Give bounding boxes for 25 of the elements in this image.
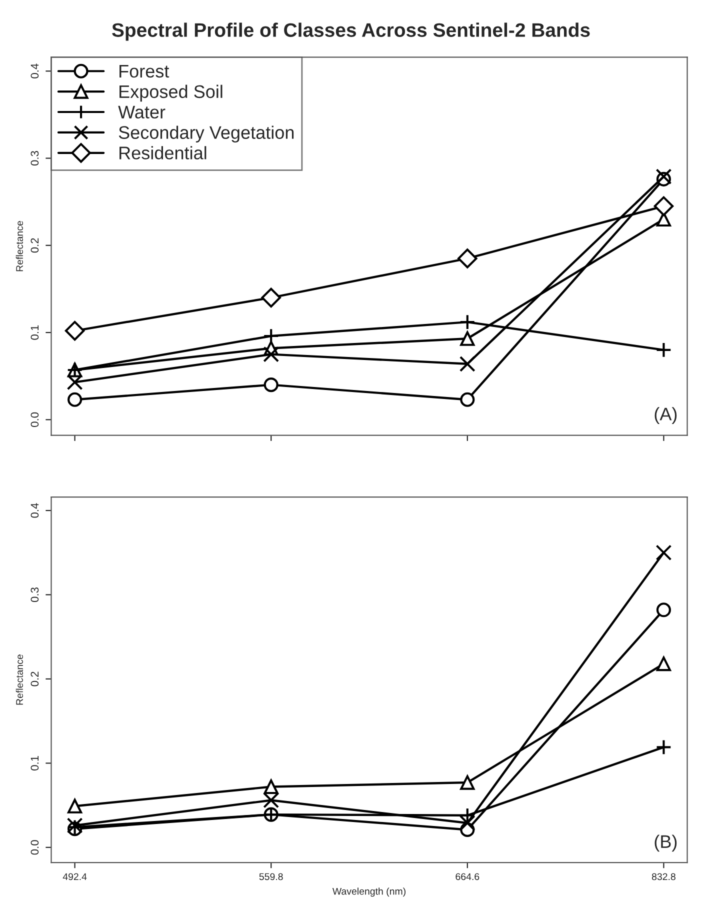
y-axis-title: Reflectance bbox=[16, 654, 23, 705]
y-tick-label: 0.4 bbox=[30, 503, 39, 518]
legend-label: Forest bbox=[120, 65, 170, 78]
y-tick-label: 0.0 bbox=[30, 412, 39, 427]
y-tick-label: 0.1 bbox=[30, 325, 39, 340]
legend-label: Water bbox=[118, 106, 166, 119]
x-axis-title: Wavelength (nm) bbox=[332, 888, 406, 897]
x-tick-label: 492.4 bbox=[62, 873, 87, 880]
legend-label: Secondary Vegetation bbox=[118, 126, 294, 143]
x-tick-label: 559.8 bbox=[259, 873, 283, 880]
y-tick-label: 0.3 bbox=[30, 150, 39, 166]
annotation: (B) bbox=[654, 834, 677, 852]
x-tick-label: 664.6 bbox=[456, 873, 480, 880]
legend-label: Exposed Soil bbox=[120, 84, 222, 102]
y-tick-label: 0.2 bbox=[30, 672, 39, 686]
y-tick-label: 0.2 bbox=[30, 238, 39, 253]
y-axis-title: Reflectance bbox=[16, 221, 23, 272]
y-tick-label: 0.1 bbox=[30, 756, 39, 770]
y-tick-label: 0.0 bbox=[30, 840, 39, 855]
chart-title: Spectral Profile of Classes Across Sentinel-2 Bands bbox=[112, 22, 590, 41]
y-tick-label: 0.4 bbox=[30, 64, 39, 78]
y-tick-label: 0.3 bbox=[30, 588, 39, 602]
annotation: (A) bbox=[654, 407, 677, 424]
legend-label: Residential bbox=[120, 146, 206, 160]
x-tick-label: 832.8 bbox=[652, 873, 676, 880]
